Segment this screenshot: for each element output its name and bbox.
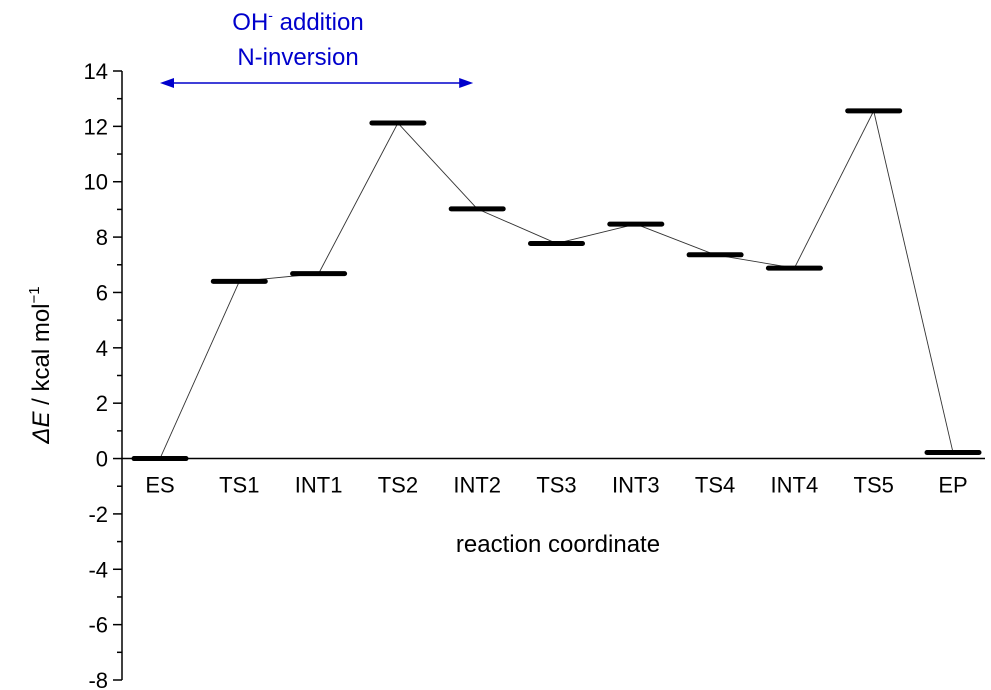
y-tick-label: 10: [84, 170, 108, 195]
x-tick-label: TS2: [378, 473, 418, 498]
x-axis-title: reaction coordinate: [456, 531, 660, 558]
x-tick-label: ES: [145, 473, 174, 498]
y-tick-label: 6: [96, 280, 108, 305]
y-tick-label: -2: [88, 502, 108, 527]
y-tick-label: 0: [96, 447, 108, 472]
connector-line: [477, 208, 557, 244]
x-axis: ES TS1 INT1 TS2 INT2 TS3 INT3 TS4 INT4 TS5 EP: [122, 457, 985, 498]
connector-lines: [159, 110, 954, 459]
y-axis: -8 -6 -4 -2 0 2 4 6 8 10 12 14: [84, 59, 123, 690]
annotation-arrow-head-right: [459, 78, 474, 88]
annotation-line-2: N-inversion: [237, 44, 358, 71]
y-tick-label: -8: [88, 668, 108, 690]
connector-line: [556, 223, 636, 244]
connector-line: [159, 281, 240, 459]
annotation-arrow-head-left: [160, 78, 174, 88]
y-tick-label: 12: [84, 114, 108, 139]
x-tick-label: TS5: [854, 473, 894, 498]
y-axis-title: ΔE / kcal mol−1: [26, 286, 55, 444]
connector-line: [793, 110, 875, 269]
x-tick-label: EP: [938, 473, 967, 498]
x-tick-label: INT2: [453, 473, 501, 498]
connector-line: [397, 122, 478, 210]
y-tick-label: 8: [96, 225, 108, 250]
x-tick-label: INT4: [771, 473, 819, 498]
x-tick-label: TS3: [536, 473, 576, 498]
x-tick-label: TS4: [695, 473, 735, 498]
y-axis-title-symbol: ΔE: [28, 411, 55, 445]
y-axis-title-unit: / kcal mol: [28, 303, 55, 411]
y-tick-label: -6: [88, 613, 108, 638]
connector-line: [635, 223, 716, 256]
connector-line: [873, 110, 954, 453]
annotation-line-1-super: -: [268, 7, 273, 23]
y-axis-title-exponent: −1: [26, 286, 43, 303]
annotation-oh-addition: OH- addition N-inversion: [160, 7, 474, 88]
x-tick-label: TS1: [219, 473, 259, 498]
y-tick-label: 4: [96, 336, 108, 361]
y-tick-label: 14: [84, 59, 108, 84]
annotation-line-1: OH- addition: [232, 7, 363, 36]
x-tick-label: INT3: [612, 473, 660, 498]
annotation-double-arrow: [160, 78, 474, 88]
y-tick-label: -4: [88, 557, 108, 582]
annotation-line-1-rest: addition: [273, 9, 364, 36]
y-tick-label: 2: [96, 391, 108, 416]
connector-line: [318, 122, 399, 274]
x-tick-label: INT1: [295, 473, 343, 498]
energy-levels: [131, 108, 982, 462]
annotation-line-1-main: OH: [232, 9, 268, 36]
